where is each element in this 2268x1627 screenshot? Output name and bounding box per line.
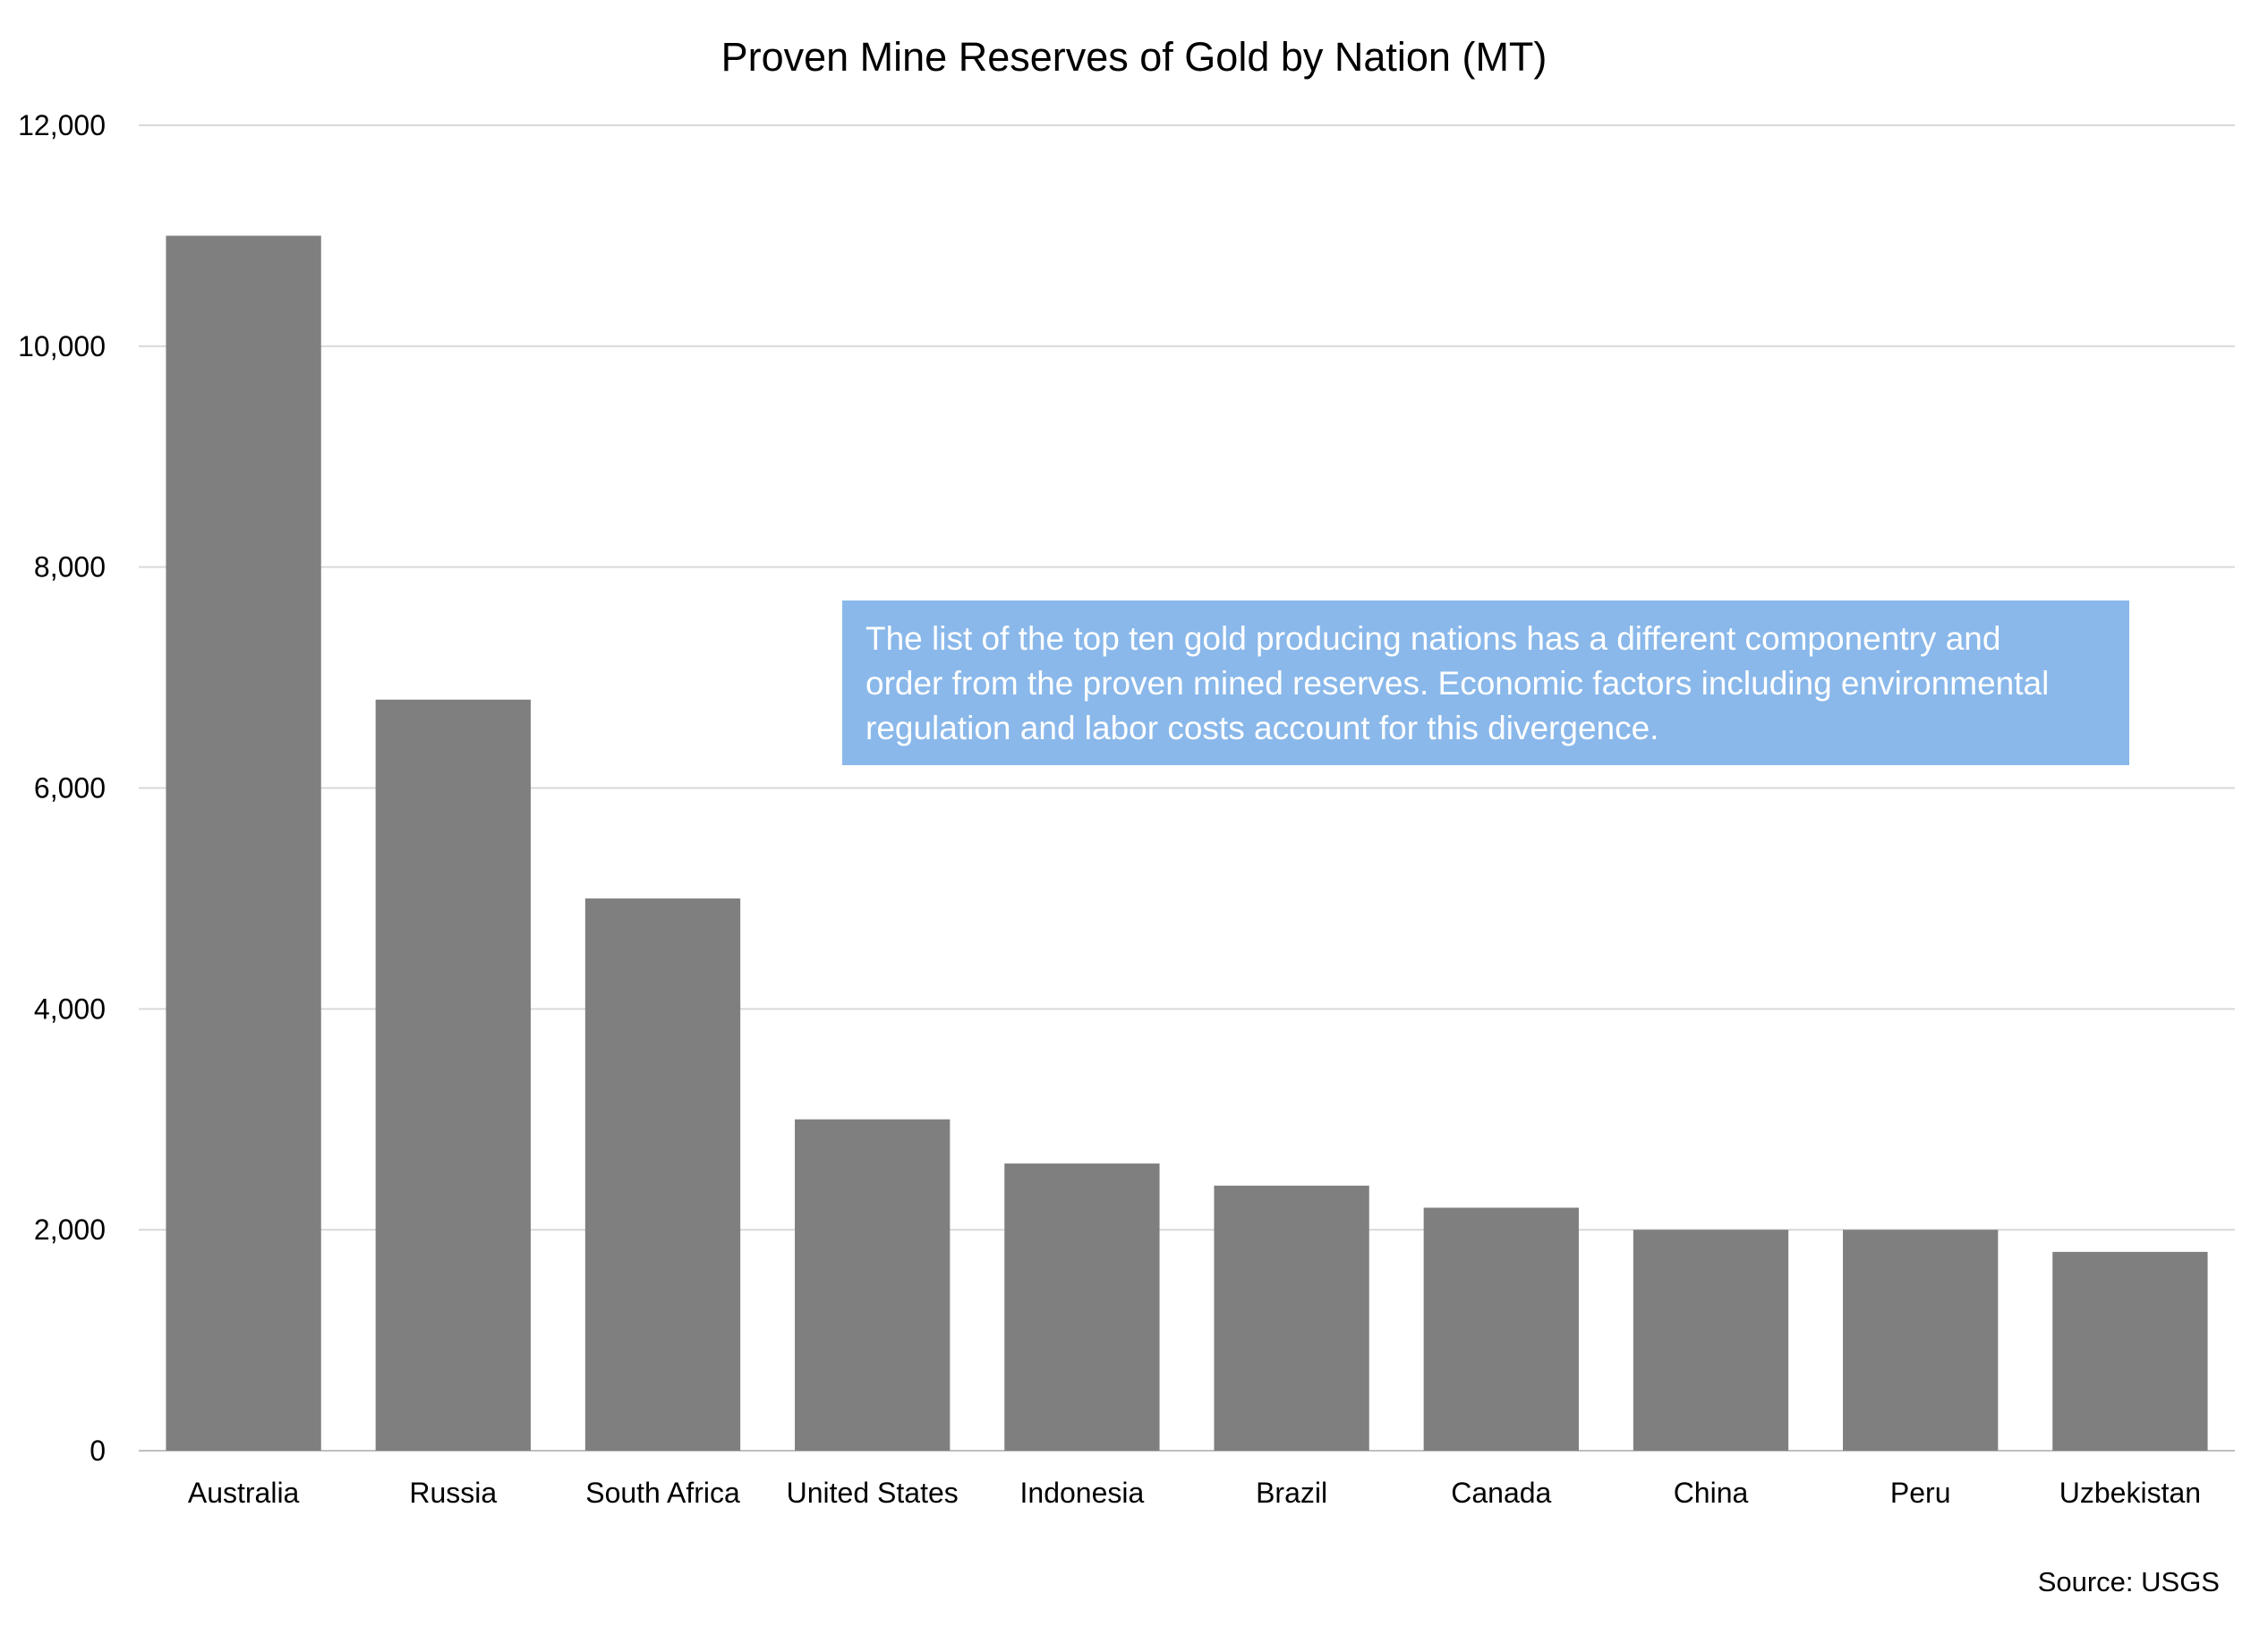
chart-title: Proven Mine Reserves of Gold by Nation (…: [720, 34, 1548, 80]
y-tick-label: 2,000: [34, 1214, 106, 1246]
x-category-label: Peru: [1890, 1477, 1951, 1509]
annotation-line: order from the proven mined reserves. Ec…: [865, 665, 2050, 702]
bar: [1633, 1230, 1789, 1451]
x-category-label: Russia: [409, 1477, 497, 1509]
bar: [166, 235, 321, 1452]
bar: [1214, 1185, 1369, 1451]
y-tick-label: 10,000: [18, 330, 106, 362]
bar: [375, 699, 531, 1451]
x-category-label: China: [1674, 1477, 1749, 1509]
bar: [2052, 1251, 2208, 1451]
x-category-label: South Africa: [585, 1477, 740, 1509]
y-tick-label: 4,000: [34, 992, 106, 1025]
y-tick-label: 8,000: [34, 551, 106, 584]
x-category-label: Australia: [188, 1477, 300, 1509]
bar: [584, 898, 741, 1451]
bar: [1843, 1230, 1999, 1451]
y-tick-label: 12,000: [18, 109, 106, 141]
y-axis-tick-labels: 0 2,000 4,000 6,000 8,000 10,000 12,000: [18, 109, 106, 1467]
x-category-label: Brazil: [1256, 1477, 1327, 1509]
annotation-line: regulation and labor costs account for t…: [865, 710, 1659, 746]
source-note: Source: USGS: [2037, 1566, 2220, 1597]
x-category-label: Uzbekistan: [2059, 1477, 2201, 1509]
bar: [795, 1119, 951, 1451]
x-category-label: United States: [787, 1477, 959, 1509]
x-category-label: Canada: [1451, 1477, 1551, 1509]
x-category-label: Indonesia: [1020, 1477, 1145, 1509]
annotation-line: The list of the top ten gold producing n…: [865, 620, 2001, 657]
annotation-box: The list of the top ten gold producing n…: [842, 601, 2129, 765]
x-axis-category-labels: Australia Russia South Africa United States…: [188, 1477, 2201, 1509]
bar: [1423, 1207, 1579, 1451]
bar: [1004, 1163, 1160, 1451]
bars: [166, 235, 2208, 1452]
y-tick-label: 6,000: [34, 772, 106, 805]
y-tick-label: 0: [90, 1435, 106, 1467]
